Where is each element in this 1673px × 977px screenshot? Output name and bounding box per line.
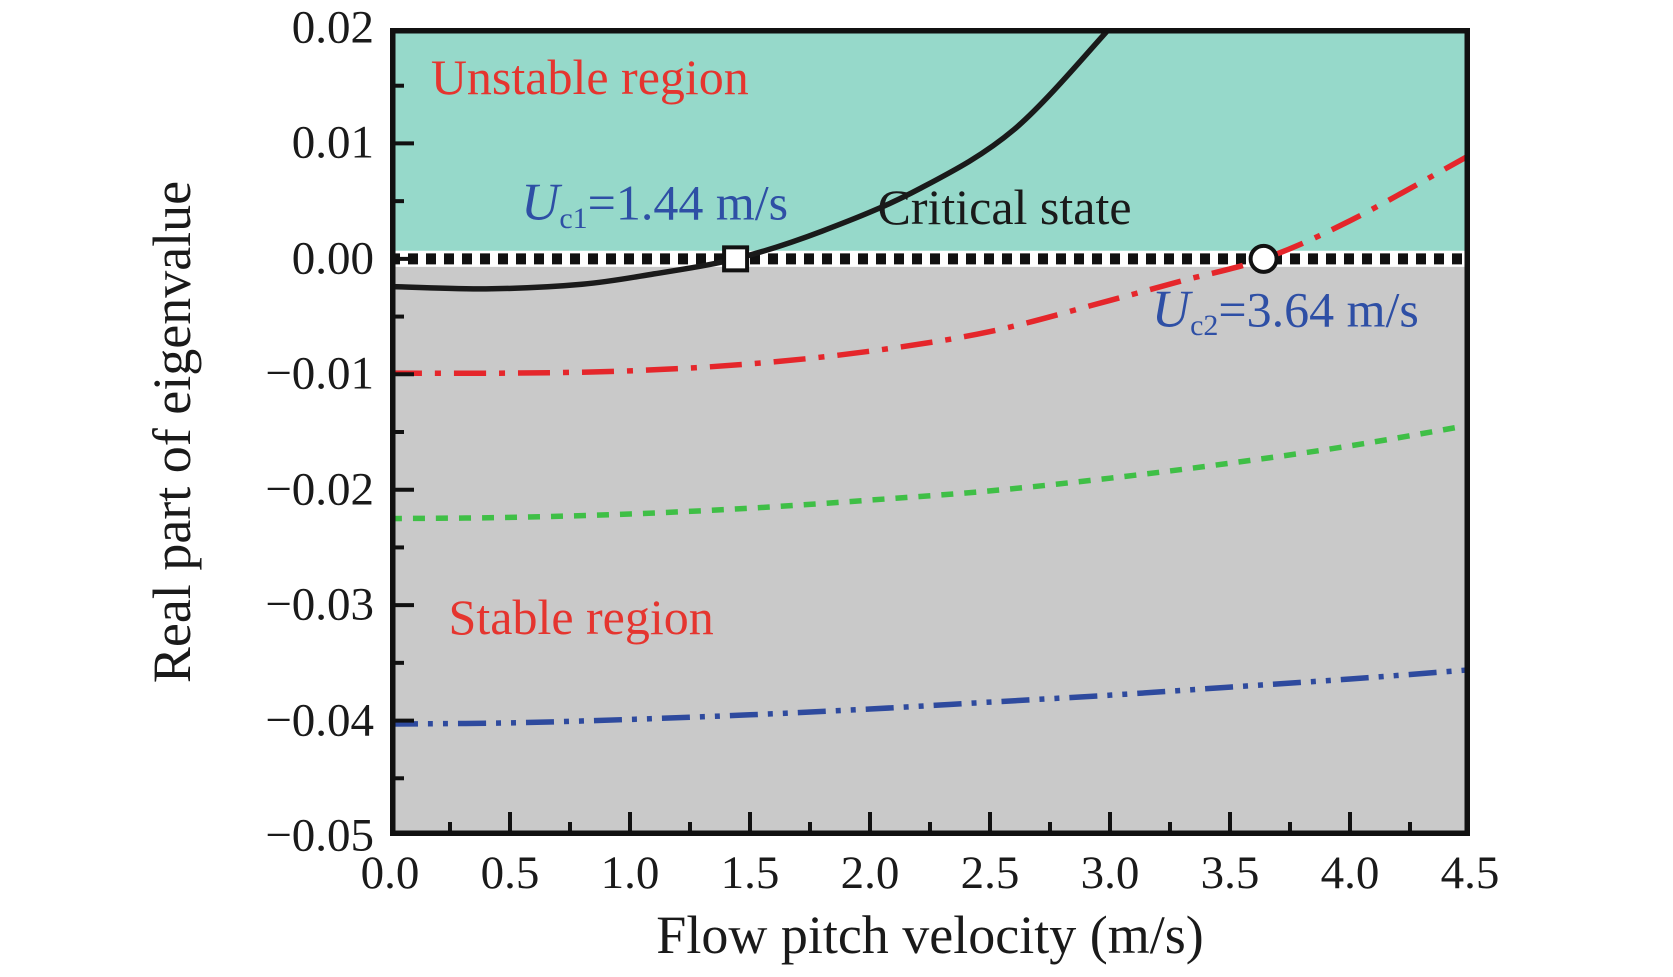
critical-marker-square (722, 245, 750, 273)
uc1-subscript: c1 (559, 202, 588, 236)
x-tick-label: 4.0 (1320, 847, 1380, 899)
uc2-value: =3.64 m/s (1218, 281, 1419, 338)
curve-mode-2-red-dash-dot (390, 152, 1470, 377)
unstable-region-label: Unstable region (430, 49, 749, 106)
y-tick-label: −0.05 (265, 809, 374, 862)
critical-state-label: Critical state (877, 179, 1132, 236)
y-tick-label: −0.02 (265, 463, 374, 516)
x-axis-title: Flow pitch velocity (m/s) (656, 905, 1204, 965)
x-tick-label: 3.0 (1080, 847, 1140, 899)
uc2-symbol: U (1151, 280, 1191, 339)
y-tick-label: 0.02 (291, 1, 374, 54)
x-tick-label: 1.0 (600, 847, 660, 899)
x-tick-label: 4.5 (1440, 847, 1500, 899)
x-tick-label: 3.5 (1200, 847, 1260, 899)
stable-region-label: Stable region (448, 589, 714, 646)
uc1-value: =1.44 m/s (587, 174, 789, 231)
critical-marker-circle (1248, 243, 1279, 274)
y-tick-label: −0.04 (265, 694, 374, 747)
y-tick-label: 0.01 (291, 116, 374, 169)
x-tick-label: 2.5 (960, 847, 1020, 899)
x-tick-label: 2.0 (840, 847, 900, 899)
y-tick-label: −0.01 (265, 347, 374, 400)
y-tick-label: −0.03 (265, 578, 374, 631)
plot-area: Unstable region Uc1=1.44 m/s Critical st… (390, 28, 1470, 836)
curve-mode-4-blue-dash-dot-dot (390, 667, 1470, 727)
unstable-region-fill (390, 28, 1470, 251)
uc2-annotation: Uc2=3.64 m/s (1151, 280, 1419, 340)
chart-canvas (390, 28, 1470, 836)
x-tick-label: 0.5 (480, 847, 540, 899)
x-tick-label: 0.0 (360, 847, 420, 899)
y-tick-label: 0.00 (291, 232, 374, 285)
plot-border (390, 28, 1470, 836)
stable-region-fill (390, 266, 1470, 836)
uc1-symbol: U (521, 173, 560, 232)
x-tick-label: 1.5 (720, 847, 780, 899)
uc1-annotation: Uc1=1.44 m/s (521, 173, 789, 233)
uc2-subscript: c2 (1190, 308, 1219, 342)
